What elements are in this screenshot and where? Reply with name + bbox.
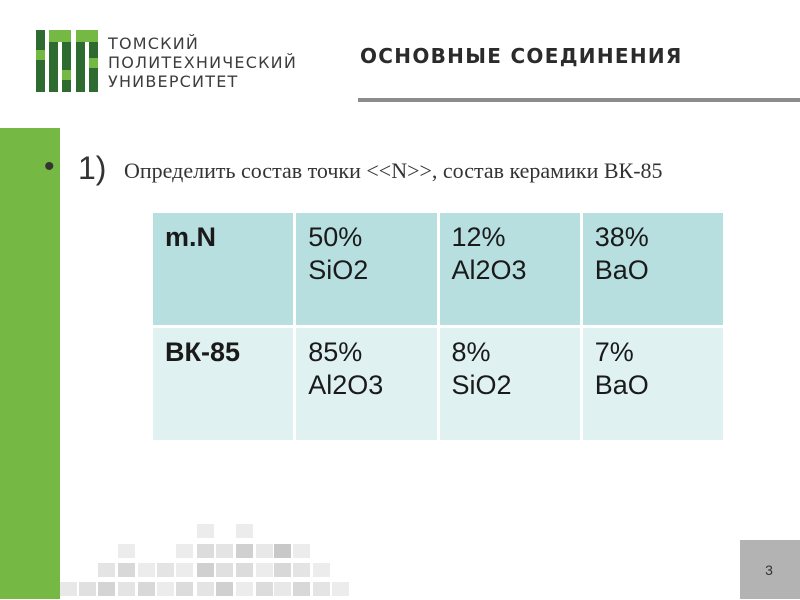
university-name: ТОМСКИЙ ПОЛИТЕХНИЧЕСКИЙ УНИВЕРСИТЕТ [108, 34, 297, 91]
cell-compound: BaO [594, 370, 649, 400]
table-cell: 12% Al2O3 [436, 210, 583, 328]
row-label: ВК-85 [149, 325, 297, 443]
cell-compound: Al2O3 [451, 255, 527, 285]
decorative-mosaic [60, 524, 349, 596]
left-accent-bar [0, 128, 60, 599]
university-name-line-3: УНИВЕРСИТЕТ [108, 72, 239, 91]
table-row: m.N 50% SiO2 12% Al2O3 38% BaO [149, 210, 727, 328]
composition-table: m.N 50% SiO2 12% Al2O3 38% BaO ВК-85 85% Al2… [149, 210, 727, 443]
table-cell: 50% SiO2 [293, 210, 440, 328]
table-cell: 38% BaO [579, 210, 727, 328]
cell-compound: Al2O3 [308, 370, 384, 400]
cell-percent: 38% [594, 222, 649, 252]
table-row: ВК-85 85% Al2O3 8% SiO2 7% BaO [149, 325, 727, 443]
table-cell: 7% BaO [579, 325, 727, 443]
university-name-line-1: ТОМСКИЙ [108, 34, 200, 53]
page-number: 3 [765, 562, 773, 578]
cell-percent: 85% [308, 337, 363, 367]
cell-percent: 7% [594, 337, 634, 367]
cell-compound: SiO2 [451, 370, 512, 400]
cell-percent: 12% [451, 222, 506, 252]
table-cell: 8% SiO2 [436, 325, 583, 443]
item-number: 1) [78, 150, 107, 186]
table-cell: 85% Al2O3 [293, 325, 440, 443]
cell-compound: SiO2 [308, 255, 369, 285]
bullet-point: • [44, 150, 55, 183]
task-text: Определить состав точки <<N>>, состав ке… [124, 158, 663, 183]
slide-title: ОСНОВНЫЕ СОЕДИНЕНИЯ [360, 44, 683, 68]
university-name-line-2: ПОЛИТЕХНИЧЕСКИЙ [108, 53, 298, 72]
cell-percent: 8% [451, 337, 491, 367]
page-number-box [740, 540, 800, 599]
cell-compound: BaO [594, 255, 649, 285]
title-divider [358, 98, 800, 102]
row-label: m.N [149, 210, 297, 328]
university-logo [36, 30, 98, 92]
cell-percent: 50% [308, 222, 363, 252]
